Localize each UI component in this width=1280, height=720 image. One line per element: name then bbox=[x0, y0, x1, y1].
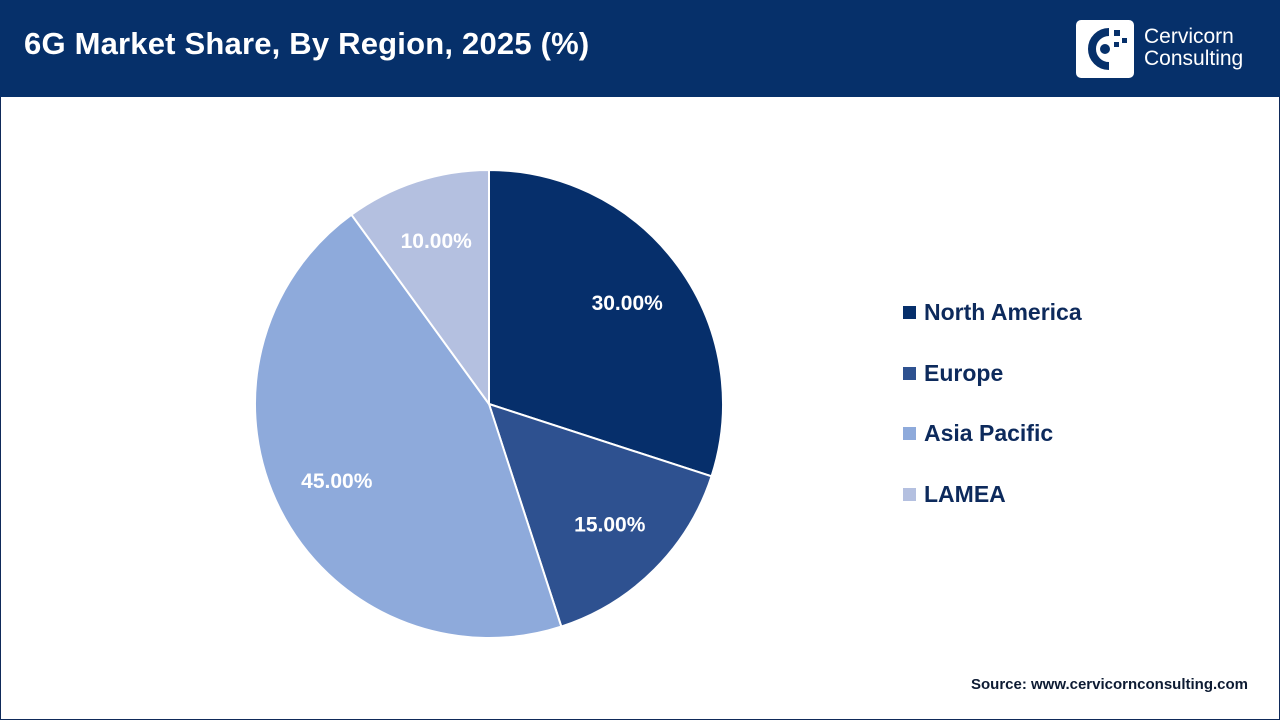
legend-swatch bbox=[903, 427, 916, 440]
chart-legend: North America Europe Asia Pacific LAMEA bbox=[903, 295, 1082, 537]
pie-slice-north-america bbox=[488, 168, 724, 478]
data-label-lamea: 10.00% bbox=[401, 230, 473, 253]
chart-title: 6G Market Share, By Region, 2025 (%) bbox=[24, 26, 590, 61]
legend-item-europe: Europe bbox=[903, 356, 1082, 417]
logo-line-1: Cervicorn bbox=[1144, 25, 1234, 48]
legend-label: North America bbox=[924, 299, 1082, 325]
pie-slice-asia-pacific bbox=[254, 213, 563, 639]
data-label-europe: 15.00% bbox=[574, 513, 646, 536]
pie-chart: 30.00% 15.00% 45.00% 10.00% bbox=[254, 168, 724, 639]
source-note: Source: www.cervicornconsulting.com bbox=[970, 676, 1248, 693]
legend-swatch bbox=[903, 306, 916, 319]
logo-text: Cervicorn Consulting bbox=[1144, 26, 1243, 70]
legend-item-asia-pacific: Asia Pacific bbox=[903, 416, 1082, 477]
company-logo: Cervicorn Consulting bbox=[1076, 20, 1266, 78]
legend-label: Europe bbox=[924, 359, 1004, 386]
data-label-asia-pacific: 45.00% bbox=[301, 470, 373, 493]
legend-swatch bbox=[903, 366, 916, 380]
legend-item-lamea: LAMEA bbox=[903, 477, 1082, 538]
legend-label: LAMEA bbox=[924, 480, 1006, 507]
logo-icon bbox=[1076, 20, 1134, 78]
legend-label: Asia Pacific bbox=[924, 420, 1054, 446]
legend-swatch bbox=[903, 487, 916, 501]
logo-line-2: Consulting bbox=[1144, 47, 1244, 70]
legend-item-north-america: North America bbox=[903, 295, 1082, 356]
data-label-north-america: 30.00% bbox=[592, 292, 664, 315]
pie-slice-lamea bbox=[350, 168, 490, 408]
pie-slice-europe bbox=[487, 402, 713, 628]
header-bar: 6G Market Share, By Region, 2025 (%) Cer… bbox=[0, 0, 1280, 97]
